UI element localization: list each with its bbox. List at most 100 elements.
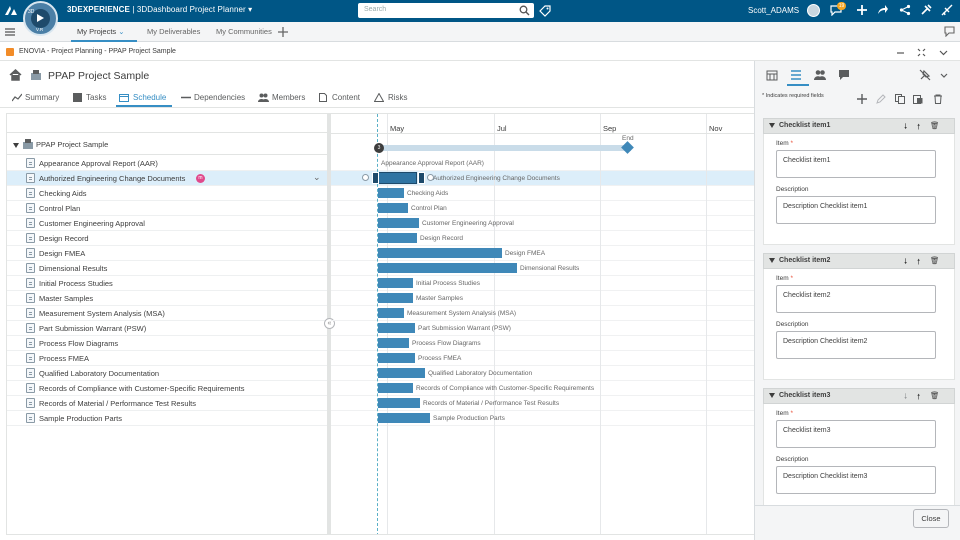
task-bar[interactable] [378, 263, 517, 273]
assignees-icon[interactable] [814, 69, 826, 81]
item-field[interactable]: Checklist item1 [776, 150, 936, 178]
tab-members[interactable]: Members [258, 93, 305, 102]
tab-my-projects[interactable]: My Projects ⌄ [77, 27, 125, 36]
add-dependency-icon[interactable] [362, 174, 369, 181]
paste-icon[interactable] [913, 94, 923, 104]
task-row[interactable]: Dimensional Results [7, 261, 327, 276]
resize-handle[interactable] [418, 172, 425, 184]
task-row[interactable]: Initial Process Studies [7, 276, 327, 291]
task-bar[interactable] [378, 323, 415, 333]
user-name[interactable]: Scott_ADAMS [748, 6, 800, 15]
selected-task-row[interactable]: Authorized Engineering Change Documents m… [7, 171, 327, 186]
collapse-caret-icon[interactable] [769, 123, 775, 128]
task-bar[interactable] [378, 308, 404, 318]
task-row[interactable]: Design Record [7, 231, 327, 246]
task-row[interactable]: Master Samples [7, 291, 327, 306]
task-bar[interactable] [378, 248, 502, 258]
delete-icon[interactable]: 🗑 [930, 391, 940, 400]
add-tab-icon[interactable] [278, 27, 288, 37]
3ds-logo-icon[interactable] [4, 4, 18, 17]
discussion-icon[interactable] [838, 69, 850, 81]
tab-summary[interactable]: Summary [12, 93, 59, 102]
task-bar[interactable] [378, 398, 420, 408]
plus-icon[interactable] [856, 4, 868, 16]
chevron-down-icon[interactable]: ⌄ [118, 27, 125, 36]
chevron-down-icon[interactable]: ⌄ [313, 172, 321, 182]
minimize-icon[interactable] [896, 48, 905, 57]
task-row[interactable]: Customer Engineering Approval [7, 216, 327, 231]
maximize-icon[interactable] [917, 48, 926, 57]
item-field[interactable]: Checklist item2 [776, 285, 936, 313]
move-down-icon[interactable]: 🠗 [904, 122, 908, 131]
delete-icon[interactable]: 🗑 [930, 256, 940, 265]
task-bar[interactable] [378, 383, 413, 393]
menu-icon[interactable] [5, 27, 15, 37]
task-bar[interactable] [377, 172, 417, 184]
collapse-pane-button[interactable]: « [324, 318, 335, 329]
close-button[interactable]: Close [913, 509, 949, 528]
tag-icon[interactable] [539, 5, 551, 17]
item-field[interactable]: Checklist item3 [776, 420, 936, 448]
checklist-item-header[interactable]: Checklist item3 🠗 🠕 🗑 [763, 388, 955, 404]
checklist-item-header[interactable]: Checklist item2 🠗 🠕 🗑 [763, 253, 955, 269]
delete-icon[interactable]: 🗑 [930, 121, 940, 130]
tab-dependencies[interactable]: Dependencies [181, 93, 245, 102]
task-bar[interactable] [378, 218, 419, 228]
task-row[interactable]: Appearance Approval Report (AAR) [7, 156, 327, 171]
description-field[interactable]: Description Checklist item3 [776, 466, 936, 494]
tab-content[interactable]: Content [319, 93, 360, 102]
move-up-icon[interactable]: 🠕 [917, 257, 921, 266]
task-row[interactable]: Sample Production Parts [7, 411, 327, 426]
copy-icon[interactable] [895, 94, 905, 104]
task-row[interactable]: Qualified Laboratory Documentation [7, 366, 327, 381]
start-milestone[interactable]: 3 [374, 143, 384, 153]
task-row[interactable]: Records of Material / Performance Test R… [7, 396, 327, 411]
dashboard-title[interactable]: 3DEXPERIENCE | 3DDashboard Project Plann… [67, 5, 252, 14]
task-bar[interactable] [378, 293, 413, 303]
search-icon[interactable] [519, 5, 530, 16]
share-icon[interactable] [877, 4, 889, 16]
chevron-down-icon[interactable] [938, 69, 950, 81]
move-down-icon[interactable]: 🠗 [904, 257, 908, 266]
tab-my-deliverables[interactable]: My Deliverables [147, 27, 201, 36]
widget-menu-chevron-icon[interactable] [939, 48, 948, 57]
tab-my-communities[interactable]: My Communities [216, 27, 272, 36]
task-row[interactable]: Checking Aids [7, 186, 327, 201]
task-row[interactable]: Part Submission Warrant (PSW) [7, 321, 327, 336]
project-summary-bar[interactable] [378, 145, 631, 151]
network-icon[interactable] [899, 4, 911, 16]
end-milestone[interactable] [621, 141, 634, 154]
add-icon[interactable] [857, 94, 867, 104]
tools-icon[interactable] [920, 4, 932, 16]
task-row[interactable]: Control Plan [7, 201, 327, 216]
home-icon[interactable] [9, 69, 22, 81]
task-row[interactable]: Process FMEA [7, 351, 327, 366]
checklist-item-header[interactable]: Checklist item1 🠗 🠕 🗑 [763, 118, 955, 134]
task-row[interactable]: Design FMEA [7, 246, 327, 261]
task-bar[interactable] [378, 188, 404, 198]
move-up-icon[interactable]: 🠕 [917, 122, 921, 131]
task-bar[interactable] [378, 203, 408, 213]
task-bar[interactable] [378, 338, 409, 348]
edit-icon[interactable] [876, 94, 886, 104]
expand-caret-icon[interactable] [13, 143, 19, 148]
task-row[interactable]: Process Flow Diagrams [7, 336, 327, 351]
task-bar[interactable] [378, 278, 413, 288]
pin-off-icon[interactable] [919, 69, 931, 81]
task-bar[interactable] [378, 413, 430, 423]
avatar[interactable] [807, 4, 820, 17]
tab-risks[interactable]: Risks [374, 93, 408, 102]
search-input[interactable]: Search [358, 3, 534, 18]
task-bar[interactable] [378, 368, 425, 378]
calendar-icon[interactable] [766, 69, 778, 81]
chevron-down-icon[interactable]: ▾ [248, 5, 253, 14]
move-up-icon[interactable]: 🠕 [917, 392, 921, 401]
tree-root-row[interactable]: PPAP Project Sample [7, 135, 327, 155]
collapse-caret-icon[interactable] [769, 258, 775, 263]
tab-tasks[interactable]: Tasks [73, 93, 106, 102]
tab-schedule[interactable]: Schedule [119, 93, 166, 102]
task-bar[interactable] [378, 233, 417, 243]
description-field[interactable]: Description Checklist item1 [776, 196, 936, 224]
move-down-icon[interactable]: 🠗 [904, 392, 908, 401]
resize-handle[interactable] [372, 172, 379, 184]
